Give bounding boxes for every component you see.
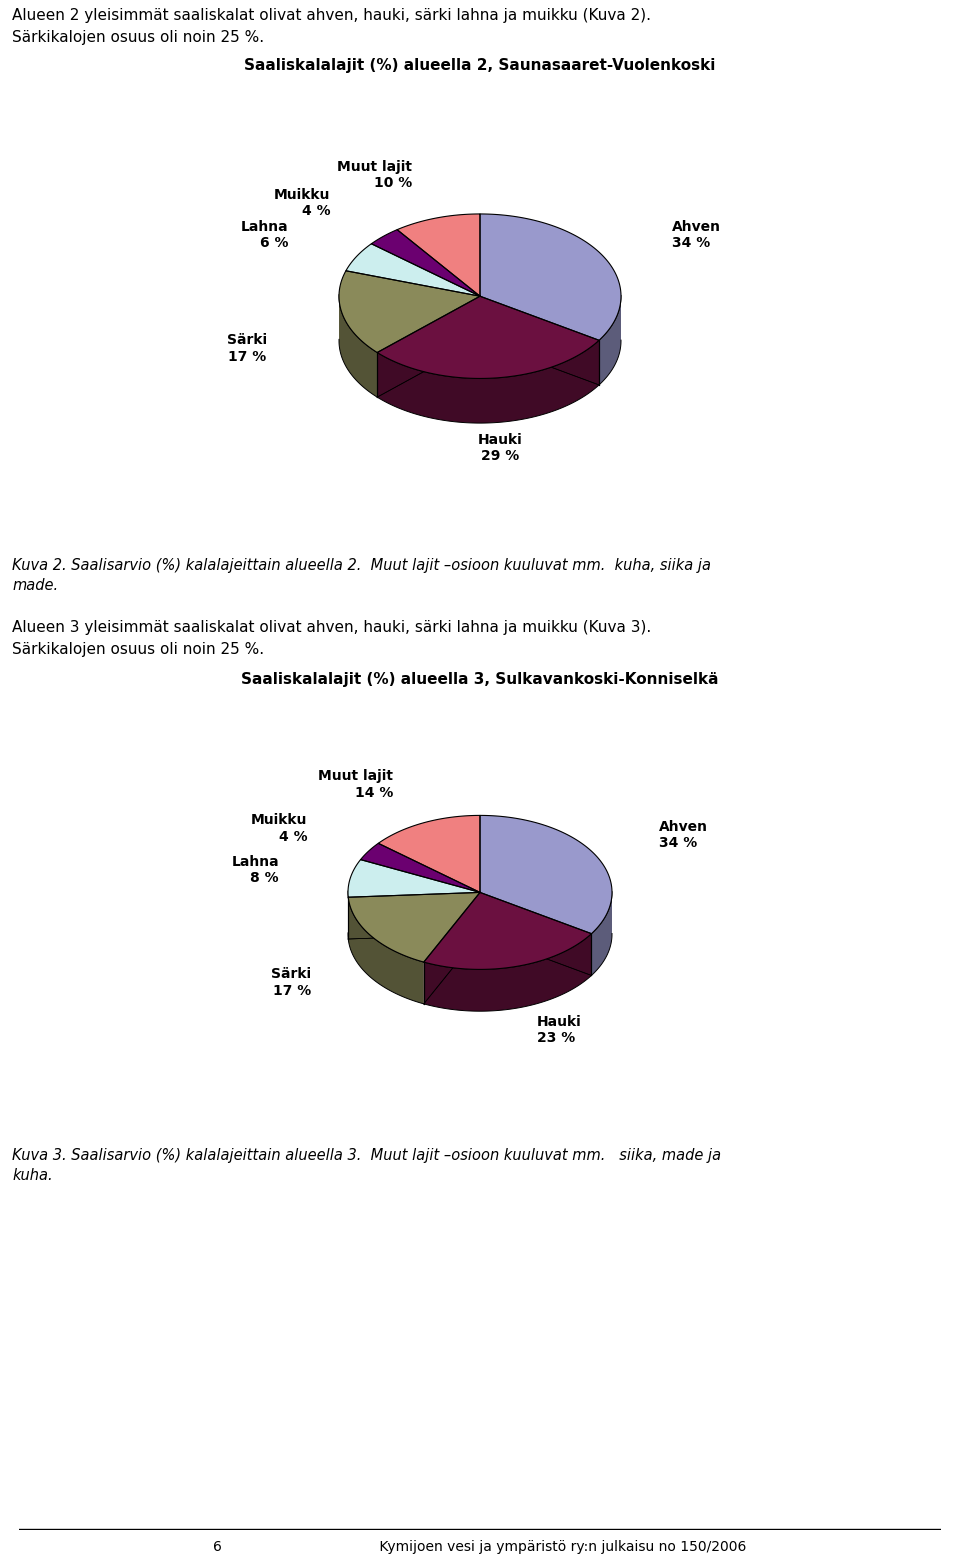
Text: Alueen 2 yleisimmät saaliskalat olivat ahven, hauki, särki lahna ja muikku (Kuva: Alueen 2 yleisimmät saaliskalat olivat a… — [12, 8, 651, 23]
Polygon shape — [377, 341, 599, 424]
Polygon shape — [377, 296, 599, 378]
Polygon shape — [348, 897, 423, 1004]
Text: Särki
17 %: Särki 17 % — [227, 333, 267, 364]
Text: Ahven
34 %: Ahven 34 % — [671, 220, 721, 249]
Polygon shape — [348, 892, 480, 962]
Text: Muut lajit
10 %: Muut lajit 10 % — [338, 160, 413, 190]
Polygon shape — [397, 213, 480, 296]
Text: Särki
17 %: Särki 17 % — [271, 967, 311, 998]
Polygon shape — [480, 816, 612, 934]
Text: Ahven
34 %: Ahven 34 % — [660, 821, 708, 850]
Text: Särkikalojen osuus oli noin 25 %.: Särkikalojen osuus oli noin 25 %. — [12, 30, 264, 45]
Polygon shape — [599, 296, 621, 385]
Polygon shape — [372, 230, 480, 296]
Polygon shape — [591, 892, 612, 975]
Text: Kuva 2. Saalisarvio (%) kalalajeittain alueella 2.  Muut lajit –osioon kuuluvat : Kuva 2. Saalisarvio (%) kalalajeittain a… — [12, 557, 711, 573]
Polygon shape — [346, 244, 480, 296]
Polygon shape — [339, 294, 377, 397]
Polygon shape — [339, 271, 480, 352]
Text: Hauki
29 %: Hauki 29 % — [478, 433, 523, 462]
Text: Kuva 3. Saalisarvio (%) kalalajeittain alueella 3.  Muut lajit –osioon kuuluvat : Kuva 3. Saalisarvio (%) kalalajeittain a… — [12, 1148, 721, 1163]
Text: Saaliskalalajit (%) alueella 2, Saunasaaret-Vuolenkoski: Saaliskalalajit (%) alueella 2, Saunasaa… — [244, 58, 716, 73]
Text: Hauki
23 %: Hauki 23 % — [537, 1015, 582, 1045]
Text: 6                                    Kymijoen vesi ja ympäristö ry:n julkaisu no: 6 Kymijoen vesi ja ympäristö ry:n julkai… — [213, 1540, 747, 1554]
Polygon shape — [423, 934, 591, 1010]
Polygon shape — [348, 859, 480, 897]
Text: Alueen 3 yleisimmät saaliskalat olivat ahven, hauki, särki lahna ja muikku (Kuva: Alueen 3 yleisimmät saaliskalat olivat a… — [12, 620, 651, 635]
Text: Muikku
4 %: Muikku 4 % — [274, 188, 330, 218]
Text: Muut lajit
14 %: Muut lajit 14 % — [318, 769, 393, 799]
Text: Särkikalojen osuus oli noin 25 %.: Särkikalojen osuus oli noin 25 %. — [12, 641, 264, 657]
Text: Lahna
6 %: Lahna 6 % — [241, 220, 289, 249]
Text: made.: made. — [12, 578, 59, 593]
Polygon shape — [378, 816, 480, 892]
Polygon shape — [480, 213, 621, 341]
Polygon shape — [423, 892, 591, 970]
Text: Lahna
8 %: Lahna 8 % — [231, 855, 279, 884]
Text: Muikku
4 %: Muikku 4 % — [251, 813, 307, 844]
Polygon shape — [361, 844, 480, 892]
Text: Saaliskalalajit (%) alueella 3, Sulkavankoski-Konniselkä: Saaliskalalajit (%) alueella 3, Sulkavan… — [241, 673, 719, 687]
Text: kuha.: kuha. — [12, 1168, 53, 1183]
